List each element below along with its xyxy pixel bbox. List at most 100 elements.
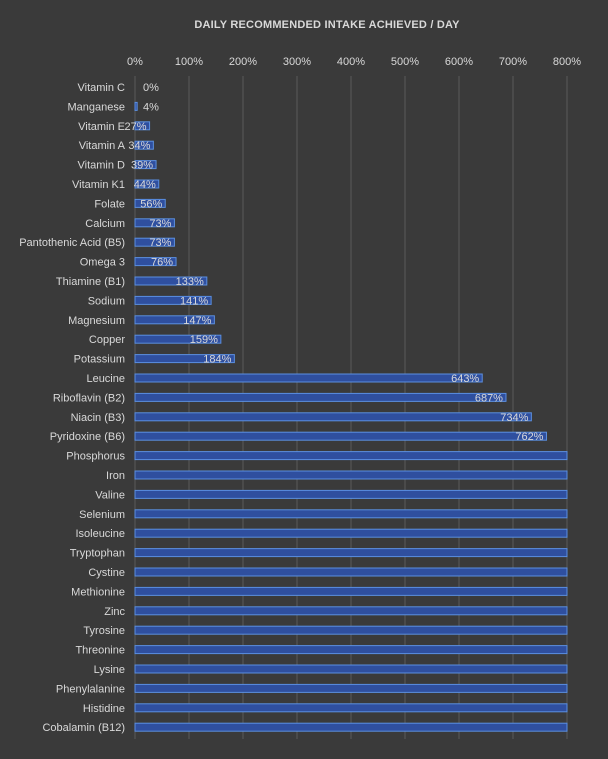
data-label: 159% (190, 334, 218, 346)
bar (134, 664, 568, 674)
y-category-label: Potassium (74, 354, 125, 366)
x-tick-label: 100% (175, 56, 203, 68)
y-category-label: Phenylalanine (56, 683, 125, 695)
chart-title: DAILY RECOMMENDED INTAKE ACHIEVED / DAY (194, 19, 460, 31)
bar (134, 373, 483, 383)
bar (134, 179, 160, 189)
y-category-label: Phosphorus (66, 451, 125, 463)
x-tick-label: 600% (445, 56, 473, 68)
data-label: 133% (176, 276, 204, 288)
y-category-label: Vitamin K1 (72, 179, 125, 191)
y-category-label: Tryptophan (70, 548, 125, 560)
y-category-label: Manganese (68, 101, 126, 113)
y-category-label: Vitamin D (78, 160, 126, 172)
data-label: 34% (128, 140, 150, 152)
data-label: 73% (149, 237, 171, 249)
bar (134, 315, 215, 325)
y-category-label: Magnesium (68, 315, 125, 327)
x-tick-label: 800% (553, 56, 581, 68)
y-category-label: Cobalamin (B12) (42, 722, 125, 734)
bar (134, 237, 175, 247)
bar (134, 722, 568, 732)
bar (134, 412, 532, 422)
data-label: 76% (151, 257, 173, 269)
bar (134, 354, 235, 364)
data-label: 184% (203, 354, 231, 366)
bar (134, 683, 568, 693)
data-label: 44% (134, 179, 156, 191)
data-label: 762% (515, 431, 543, 443)
bar (134, 586, 568, 596)
y-category-label: Thiamine (B1) (56, 276, 125, 288)
x-tick-label: 400% (337, 56, 365, 68)
y-category-label: Iron (106, 470, 125, 482)
bar (134, 295, 212, 305)
bar (134, 218, 175, 228)
x-axis-ticks: 0% 100% 200% 300% 400% 500% 600% 700% 800% (127, 56, 581, 68)
y-axis-labels: Vitamin C Manganese Vitamin E Vitamin A Vita… (19, 82, 125, 734)
data-label: 141% (180, 295, 208, 307)
data-label: 0% (143, 82, 159, 94)
y-category-label: Leucine (86, 373, 125, 385)
bar (134, 567, 568, 577)
y-category-label: Lysine (94, 664, 125, 676)
gridlines (134, 76, 568, 739)
data-label: 56% (140, 198, 162, 210)
y-category-label: Vitamin A (79, 140, 126, 152)
data-label: 734% (500, 412, 528, 424)
y-category-label: Isoleucine (75, 528, 125, 540)
x-tick-label: 0% (127, 56, 143, 68)
y-category-label: Folate (94, 198, 125, 210)
bar (134, 257, 177, 267)
bar (134, 121, 151, 131)
data-labels: 0% 4% 27% 34% 39% 44% 56% 73% 73% 76%133% 141% 147%… (125, 82, 544, 443)
x-tick-label: 200% (229, 56, 257, 68)
y-category-label: Niacin (B3) (71, 412, 125, 424)
y-category-label: Riboflavin (B2) (53, 392, 125, 404)
data-label: 4% (143, 101, 159, 113)
y-category-label: Zinc (104, 606, 125, 618)
data-label: 27% (125, 121, 147, 133)
y-category-label: Pyridoxine (B6) (50, 431, 125, 443)
y-category-label: Valine (95, 489, 125, 501)
bar (134, 470, 568, 480)
bar (134, 625, 568, 635)
data-label: 73% (149, 218, 171, 230)
bar (134, 528, 568, 538)
y-category-label: Threonine (75, 645, 125, 657)
bar (134, 489, 568, 499)
bars (134, 101, 568, 732)
y-category-label: Selenium (79, 509, 125, 521)
bar (134, 645, 568, 655)
y-category-label: Vitamin C (78, 82, 126, 94)
bar (134, 392, 507, 402)
y-category-label: Copper (89, 334, 125, 346)
bar (134, 606, 568, 616)
bar (134, 140, 154, 150)
y-category-label: Vitamin E (78, 121, 125, 133)
data-label: 39% (131, 160, 153, 172)
y-category-label: Methionine (71, 586, 125, 598)
y-category-label: Sodium (88, 295, 125, 307)
data-label: 687% (475, 392, 503, 404)
bar (134, 276, 208, 286)
bar (134, 431, 547, 441)
y-category-label: Histidine (83, 703, 125, 715)
bar (134, 101, 138, 111)
y-category-label: Tyrosine (83, 625, 125, 637)
y-category-label: Omega 3 (80, 257, 125, 269)
bar (134, 703, 568, 713)
y-category-label: Calcium (85, 218, 125, 230)
data-label: 147% (183, 315, 211, 327)
x-tick-label: 500% (391, 56, 419, 68)
bar (134, 334, 222, 344)
x-tick-label: 300% (283, 56, 311, 68)
y-category-label: Pantothenic Acid (B5) (19, 237, 125, 249)
bar (134, 548, 568, 558)
data-label: 643% (451, 373, 479, 385)
y-category-label: Cystine (88, 567, 125, 579)
bar (134, 160, 157, 170)
bar (134, 198, 166, 208)
